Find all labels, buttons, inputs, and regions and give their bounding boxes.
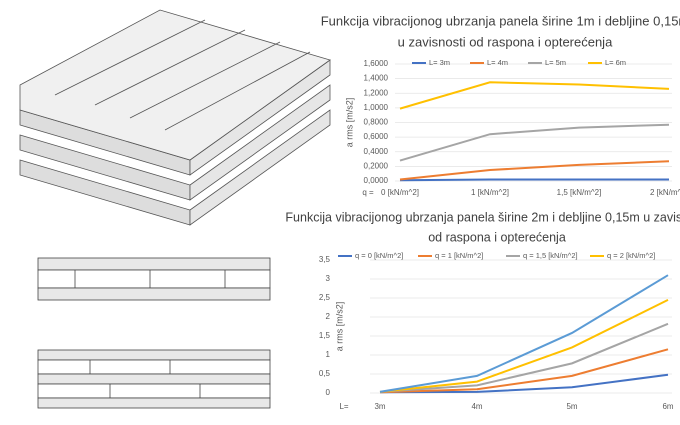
legend-label: L= 5m xyxy=(545,58,566,67)
clt-drawing xyxy=(19,9,331,226)
y-tick-label: 0,6000 xyxy=(364,132,389,141)
y-tick-label: 0,4000 xyxy=(364,147,389,156)
series-line xyxy=(379,322,669,393)
y-tick-label: 0,5 xyxy=(319,369,331,378)
y-tick-label: 1,6000 xyxy=(364,59,389,68)
chart-title: od raspona i opterećenja xyxy=(428,230,566,244)
x-axis-label: q = xyxy=(362,188,374,197)
chart-title: Funkcija vibracijonog ubrzanja panela ši… xyxy=(285,210,680,224)
series-line xyxy=(399,160,670,181)
y-axis-label: a rms [m/s2] xyxy=(344,98,354,148)
x-tick-label: 6m xyxy=(662,402,673,411)
series-line xyxy=(379,348,669,394)
cross-section-1 xyxy=(37,257,271,301)
series-line xyxy=(379,373,669,394)
y-tick-label: 1 xyxy=(326,350,331,359)
legend-label: L= 3m xyxy=(429,58,450,67)
x-tick-label: 3m xyxy=(374,402,385,411)
legend-label: L= 6m xyxy=(605,58,626,67)
chart-title: u zavisnosti od raspona i opterećenja xyxy=(398,34,613,49)
series-line xyxy=(399,123,670,162)
x-tick-label: 2 [kN/m^2] xyxy=(650,188,680,197)
cross-section-2 xyxy=(37,349,271,409)
y-tick-label: 0,2000 xyxy=(364,161,389,170)
x-axis-label: L= xyxy=(339,402,348,411)
series-line xyxy=(399,81,670,110)
series-line xyxy=(399,178,669,182)
y-tick-label: 3 xyxy=(326,274,331,283)
series-line xyxy=(379,274,669,393)
chart-title: Funkcija vibracijonog ubrzanja panela ši… xyxy=(321,13,680,28)
y-tick-label: 0 xyxy=(326,388,331,397)
legend-label: q = 1,5 [kN/m^2] xyxy=(523,251,578,260)
x-tick-label: 0 [kN/m^2] xyxy=(381,188,419,197)
series-line xyxy=(379,299,669,393)
y-tick-label: 1,4000 xyxy=(364,74,389,83)
x-tick-label: 5m xyxy=(566,402,577,411)
legend-label: q = 2 [kN/m^2] xyxy=(607,251,655,260)
y-axis-label: a rms [m/s2] xyxy=(334,302,344,352)
y-tick-label: 0,8000 xyxy=(364,118,389,127)
y-tick-label: 1,5 xyxy=(319,331,331,340)
legend-label: L= 4m xyxy=(487,58,508,67)
x-tick-label: 1 [kN/m^2] xyxy=(471,188,509,197)
y-tick-label: 1,2000 xyxy=(364,88,389,97)
x-tick-label: 4m xyxy=(471,402,482,411)
legend-label: q = 1 [kN/m^2] xyxy=(435,251,483,260)
legend-label: q = 0 [kN/m^2] xyxy=(355,251,403,260)
y-tick-label: 3,5 xyxy=(319,255,331,264)
y-tick-label: 1,0000 xyxy=(364,103,389,112)
y-tick-label: 0,0000 xyxy=(364,176,389,185)
y-tick-label: 2,5 xyxy=(319,293,331,302)
y-tick-label: 2 xyxy=(326,312,331,321)
x-tick-label: 1,5 [kN/m^2] xyxy=(557,188,602,197)
